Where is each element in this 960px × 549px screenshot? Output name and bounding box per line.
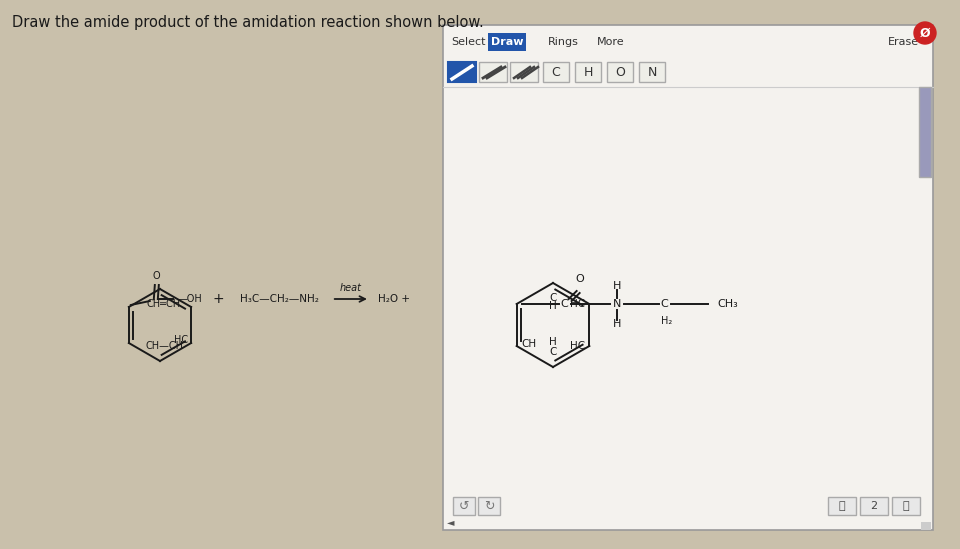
Text: heat: heat [340, 283, 362, 293]
Text: ↻: ↻ [484, 500, 494, 513]
Text: H: H [612, 319, 621, 329]
Text: C: C [549, 347, 557, 357]
Text: C: C [552, 65, 561, 79]
Bar [828, 497, 856, 515]
Text: O: O [152, 271, 159, 281]
Text: H₃C—CH₂—NH₂: H₃C—CH₂—NH₂ [240, 294, 319, 304]
Text: More: More [597, 37, 625, 47]
Circle shape [914, 22, 936, 44]
Bar [543, 62, 569, 82]
Text: CH₃: CH₃ [718, 299, 738, 309]
Text: Rings: Rings [547, 37, 579, 47]
Text: N: N [612, 299, 621, 309]
Bar [448, 62, 476, 82]
Bar [479, 62, 507, 82]
Bar [919, 87, 931, 177]
Text: H₂O +: H₂O + [378, 294, 410, 304]
Text: Select: Select [451, 37, 485, 47]
Text: Draw the amide product of the amidation reaction shown below.: Draw the amide product of the amidation … [12, 15, 484, 30]
Bar [443, 25, 933, 530]
Bar [860, 497, 888, 515]
Bar [892, 497, 920, 515]
Text: +: + [212, 292, 224, 306]
Bar [488, 33, 526, 51]
Text: C: C [561, 299, 568, 309]
Bar [478, 497, 500, 515]
Text: O: O [575, 274, 584, 284]
Text: C: C [660, 299, 668, 309]
Text: HC: HC [570, 341, 586, 351]
Bar [575, 62, 601, 82]
Text: Ø: Ø [920, 26, 930, 40]
Bar [639, 62, 665, 82]
Bar [921, 522, 931, 530]
Text: HC: HC [174, 335, 188, 345]
Text: CH: CH [521, 339, 537, 349]
Text: H₂: H₂ [661, 316, 672, 326]
Text: —OH: —OH [178, 294, 203, 304]
Text: H: H [549, 337, 557, 347]
Text: 🔍: 🔍 [902, 501, 909, 511]
Bar [607, 62, 633, 82]
Text: HC: HC [570, 299, 586, 309]
Text: H: H [612, 281, 621, 291]
Text: N: N [647, 65, 657, 79]
Text: H: H [584, 65, 592, 79]
Text: 2: 2 [871, 501, 877, 511]
Text: 🔍: 🔍 [839, 501, 846, 511]
Bar [510, 62, 538, 82]
Text: Erase: Erase [887, 37, 919, 47]
Text: H: H [549, 301, 557, 311]
Text: Draw: Draw [491, 37, 523, 47]
Text: CH—CH: CH—CH [146, 341, 184, 351]
Text: CH═CH: CH═CH [147, 299, 181, 309]
Text: ◄: ◄ [447, 517, 455, 527]
Text: ↺: ↺ [459, 500, 469, 513]
Bar [453, 497, 475, 515]
Text: O: O [615, 65, 625, 79]
Text: C: C [549, 293, 557, 303]
